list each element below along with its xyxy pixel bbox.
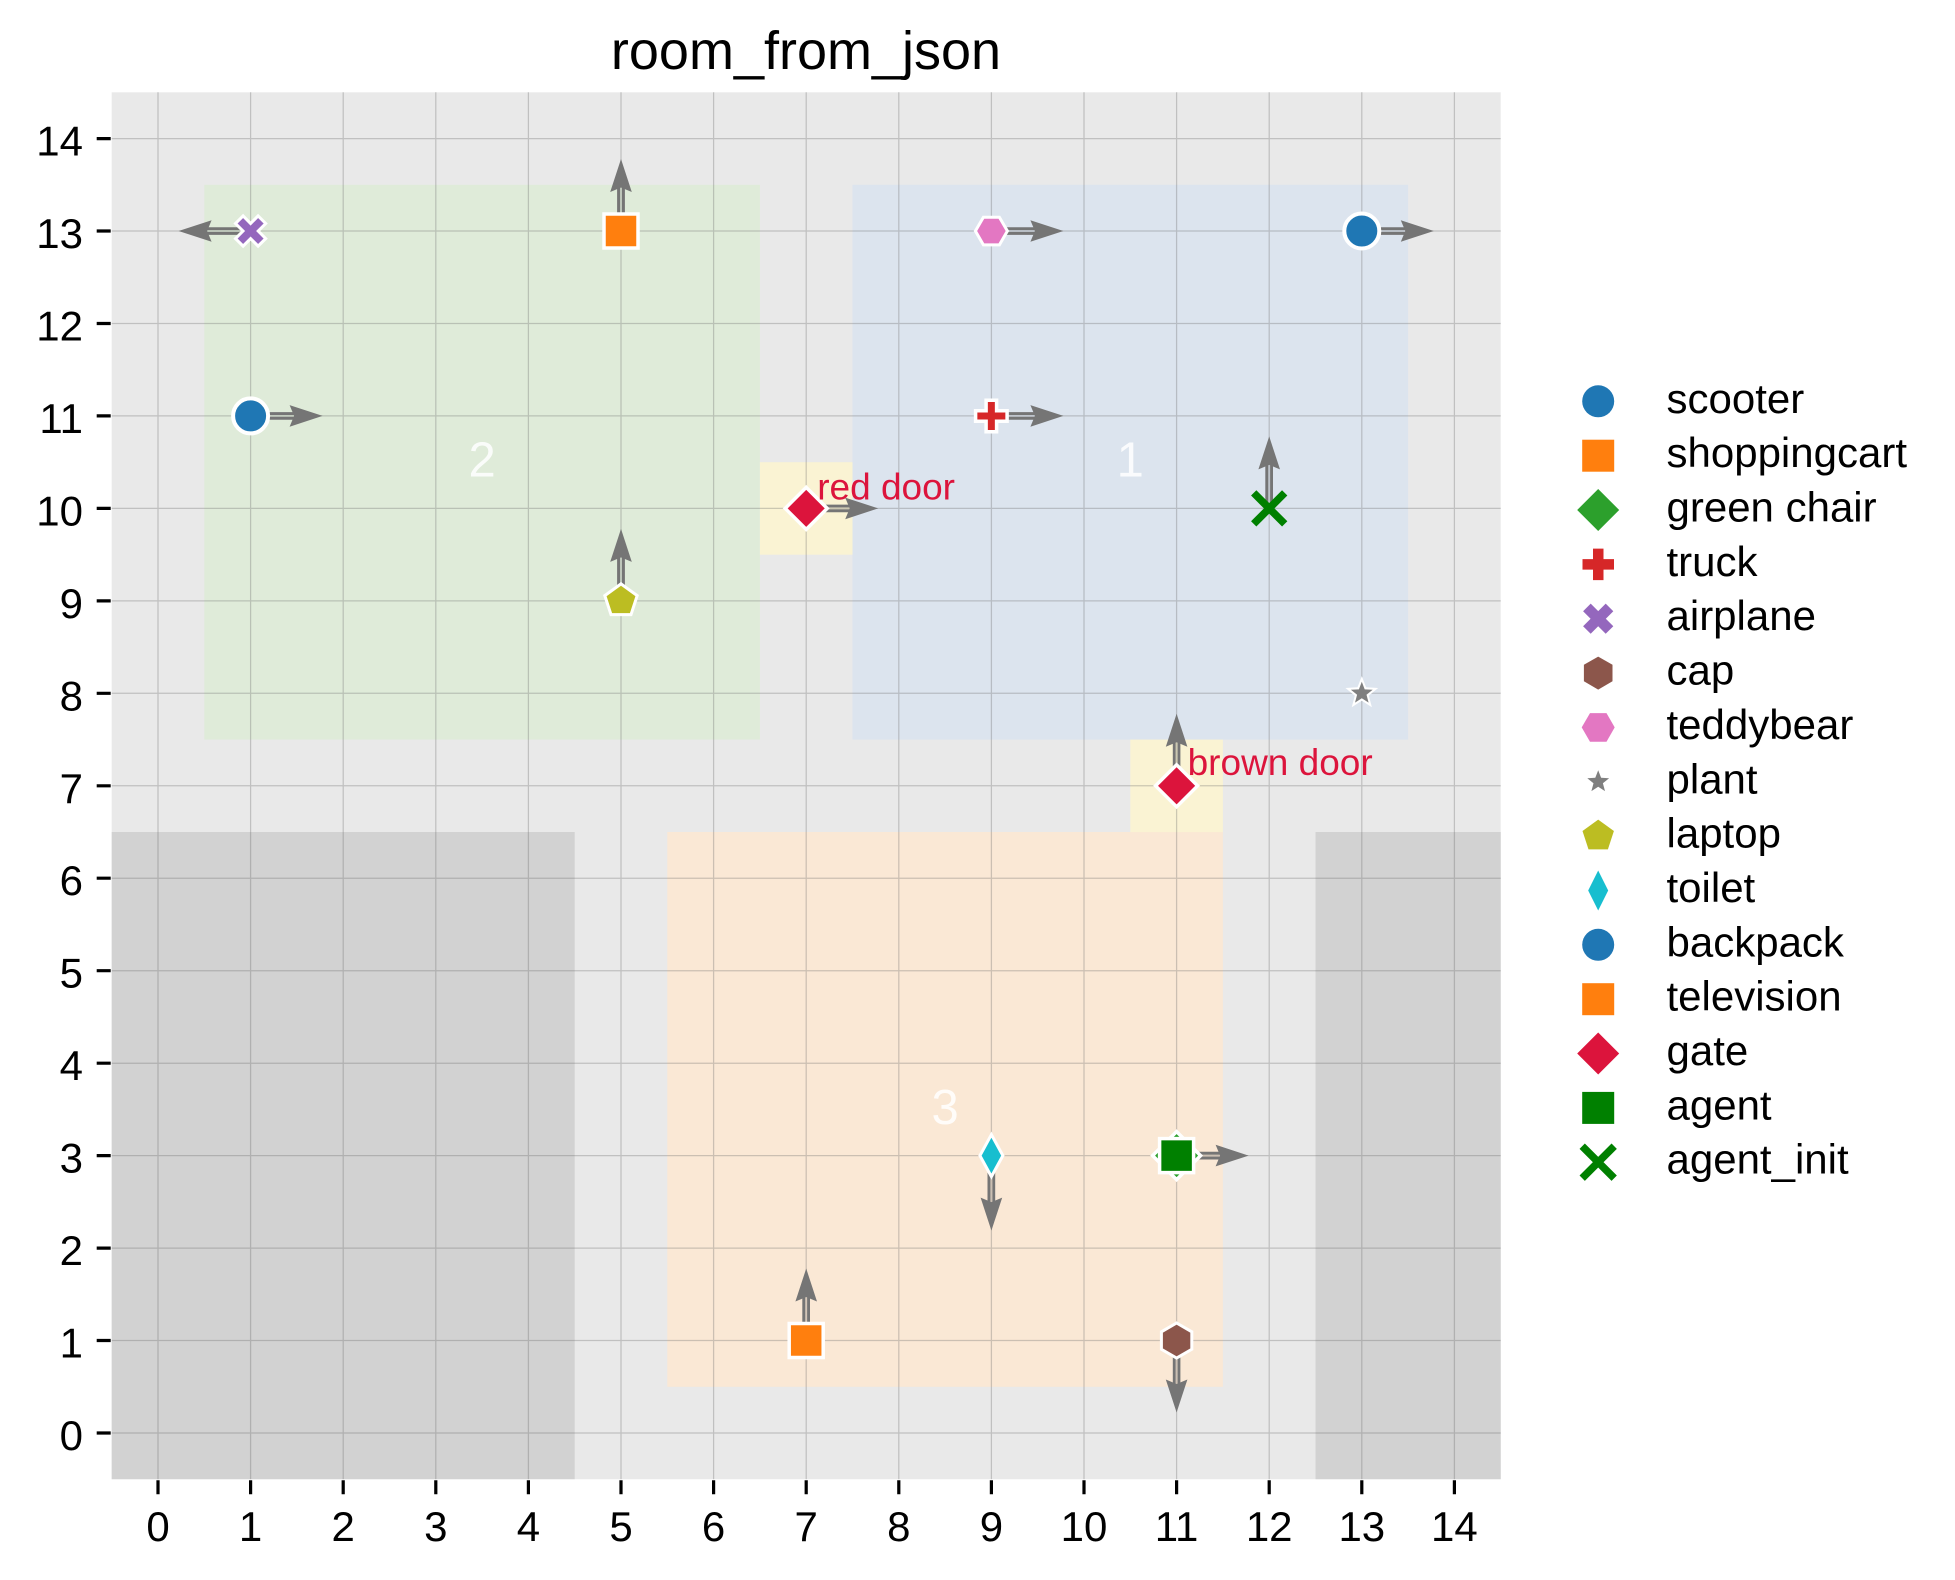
svg-text:14: 14: [36, 118, 83, 165]
svg-text:scooter: scooter: [1667, 375, 1805, 422]
svg-text:0: 0: [60, 1412, 83, 1459]
svg-text:shoppingcart: shoppingcart: [1667, 429, 1908, 476]
svg-text:television: television: [1667, 973, 1842, 1020]
svg-text:6: 6: [702, 1503, 725, 1550]
svg-text:7: 7: [60, 765, 83, 812]
svg-text:5: 5: [609, 1503, 632, 1550]
svg-text:13: 13: [1338, 1503, 1385, 1550]
svg-text:11: 11: [1155, 1503, 1199, 1550]
svg-text:10: 10: [36, 487, 83, 534]
svg-text:airplane: airplane: [1667, 592, 1816, 639]
svg-text:4: 4: [517, 1503, 540, 1550]
svg-text:room_from_json: room_from_json: [611, 21, 1001, 81]
svg-text:1: 1: [60, 1320, 83, 1367]
svg-text:5: 5: [60, 950, 83, 997]
svg-text:gate: gate: [1667, 1027, 1749, 1074]
svg-text:4: 4: [60, 1042, 83, 1089]
svg-text:backpack: backpack: [1667, 918, 1845, 965]
svg-text:6: 6: [60, 857, 83, 904]
svg-text:0: 0: [146, 1503, 169, 1550]
svg-text:teddybear: teddybear: [1667, 701, 1854, 748]
svg-text:7: 7: [795, 1503, 818, 1550]
svg-text:agent_init: agent_init: [1667, 1136, 1849, 1183]
svg-text:9: 9: [60, 580, 83, 627]
svg-text:red door: red door: [817, 466, 955, 507]
svg-text:10: 10: [1061, 1503, 1108, 1550]
svg-text:cap: cap: [1667, 647, 1735, 694]
svg-text:brown door: brown door: [1188, 742, 1373, 783]
svg-text:2: 2: [60, 1227, 83, 1274]
svg-text:1: 1: [1117, 434, 1144, 488]
svg-text:truck: truck: [1667, 538, 1759, 585]
svg-text:plant: plant: [1667, 755, 1758, 802]
svg-text:12: 12: [1246, 1503, 1293, 1550]
svg-text:1: 1: [239, 1503, 262, 1550]
svg-text:3: 3: [424, 1503, 447, 1550]
svg-text:8: 8: [887, 1503, 910, 1550]
svg-text:laptop: laptop: [1667, 810, 1781, 857]
svg-text:2: 2: [468, 434, 495, 488]
svg-text:toilet: toilet: [1667, 864, 1756, 911]
svg-text:14: 14: [1431, 1503, 1478, 1550]
svg-text:8: 8: [60, 672, 83, 719]
svg-text:12: 12: [36, 303, 83, 350]
svg-text:2: 2: [332, 1503, 355, 1550]
svg-text:13: 13: [36, 210, 83, 257]
svg-text:3: 3: [931, 1081, 958, 1135]
svg-text:agent: agent: [1667, 1081, 1772, 1128]
svg-text:green chair: green chair: [1667, 484, 1877, 531]
svg-text:9: 9: [980, 1503, 1003, 1550]
svg-text:11: 11: [39, 395, 83, 442]
svg-text:3: 3: [60, 1135, 83, 1182]
